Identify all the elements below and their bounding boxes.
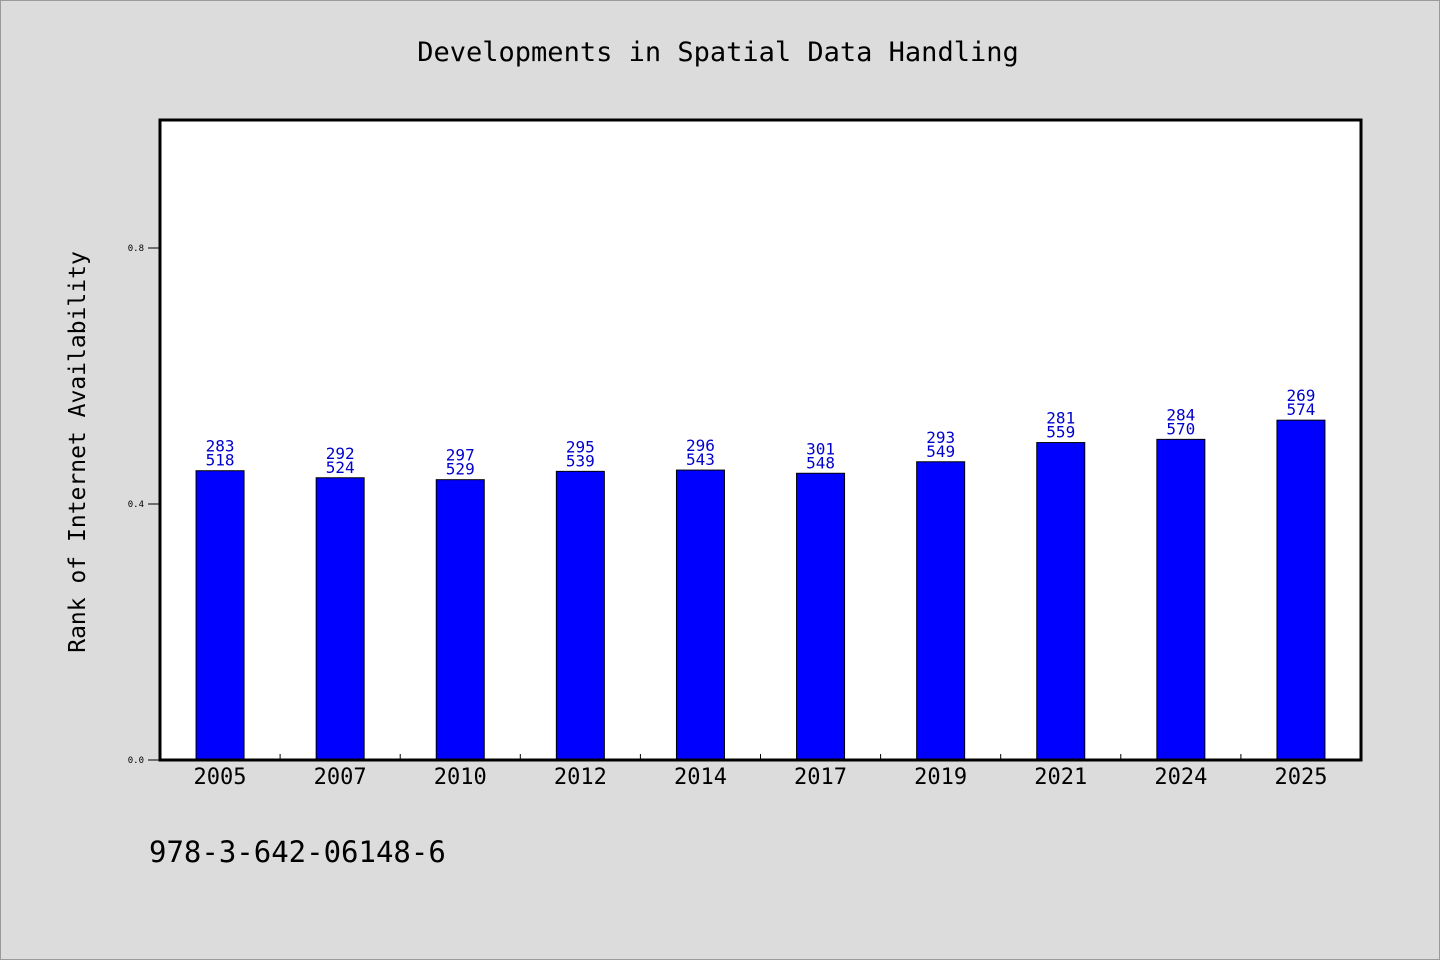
x-tick-label-2021: 2021 xyxy=(1034,765,1087,790)
bar-label-bottom-2021: 559 xyxy=(1046,423,1075,442)
x-tick-label-2005: 2005 xyxy=(194,765,247,790)
bar-label-top-2025: 269 xyxy=(1286,386,1315,405)
bar-label-top-2024: 284 xyxy=(1166,405,1195,424)
x-axis: 2005 2007 2010 2012 2014 2017 2019 2021 2024 2025 xyxy=(194,754,1327,790)
x-tick-label-2017: 2017 xyxy=(794,765,847,790)
y-tick-label-0.0: 0.0 xyxy=(128,756,144,766)
y-tick-label-0.4: 0.4 xyxy=(128,500,144,510)
y-axis-label: Rank of Internet Availability xyxy=(65,251,91,653)
bar-label-top-2019: 293 xyxy=(926,428,955,447)
bar-label-bottom-2017: 548 xyxy=(806,453,835,472)
bars-group xyxy=(195,419,1326,761)
bar-label-bottom-2007: 524 xyxy=(326,458,355,477)
bar-2019 xyxy=(916,461,966,761)
bar-label-bottom-2025: 574 xyxy=(1286,400,1315,419)
bar-label-bottom-2014: 543 xyxy=(686,450,715,469)
bar-2005 xyxy=(195,470,245,761)
x-tick-label-2012: 2012 xyxy=(554,765,607,790)
x-tick-label-2014: 2014 xyxy=(674,765,727,790)
bar-2024 xyxy=(1156,438,1206,761)
bar-label-top-2021: 281 xyxy=(1046,409,1075,428)
x-tick-label-2010: 2010 xyxy=(434,765,487,790)
bar-label-top-2012: 295 xyxy=(566,437,595,456)
bar-label-bottom-2005: 518 xyxy=(206,451,235,470)
bar-2021 xyxy=(1036,442,1086,761)
bar-label-top-2007: 292 xyxy=(326,444,355,463)
bar-2014 xyxy=(675,469,725,761)
plot-border xyxy=(158,118,1363,762)
x-tick-label-2024: 2024 xyxy=(1154,765,1207,790)
x-tick-label-2019: 2019 xyxy=(914,765,967,790)
bar-label-top-2005: 283 xyxy=(206,437,235,456)
bar-label-top-2014: 296 xyxy=(686,436,715,455)
bar-label-bottom-2010: 529 xyxy=(446,460,475,479)
y-tick-label-0.8: 0.8 xyxy=(128,244,144,254)
bar-2017 xyxy=(796,472,846,761)
bar-label-bottom-2012: 539 xyxy=(566,451,595,470)
bar-2012 xyxy=(555,470,605,761)
bar-2010 xyxy=(435,479,485,761)
x-tick-label-2025: 2025 xyxy=(1274,765,1327,790)
bar-label-top-2017: 301 xyxy=(806,439,835,458)
bar-2007 xyxy=(315,477,365,761)
footer-isbn: 978-3-642-06148-6 xyxy=(149,835,446,869)
bar-label-bottom-2019: 549 xyxy=(926,442,955,461)
bar-2025 xyxy=(1276,419,1326,761)
x-tick-label-2007: 2007 xyxy=(314,765,367,790)
chart-title: Developments in Spatial Data Handling xyxy=(417,37,1018,68)
bar-label-bottom-2024: 570 xyxy=(1166,419,1195,438)
bar-label-top-2010: 297 xyxy=(446,446,475,465)
y-axis: 0.0 0.4 0.8 xyxy=(128,244,160,766)
